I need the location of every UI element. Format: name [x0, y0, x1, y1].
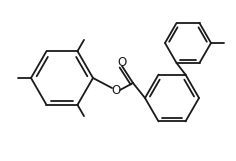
Text: O: O — [111, 84, 121, 96]
Text: O: O — [117, 56, 127, 68]
